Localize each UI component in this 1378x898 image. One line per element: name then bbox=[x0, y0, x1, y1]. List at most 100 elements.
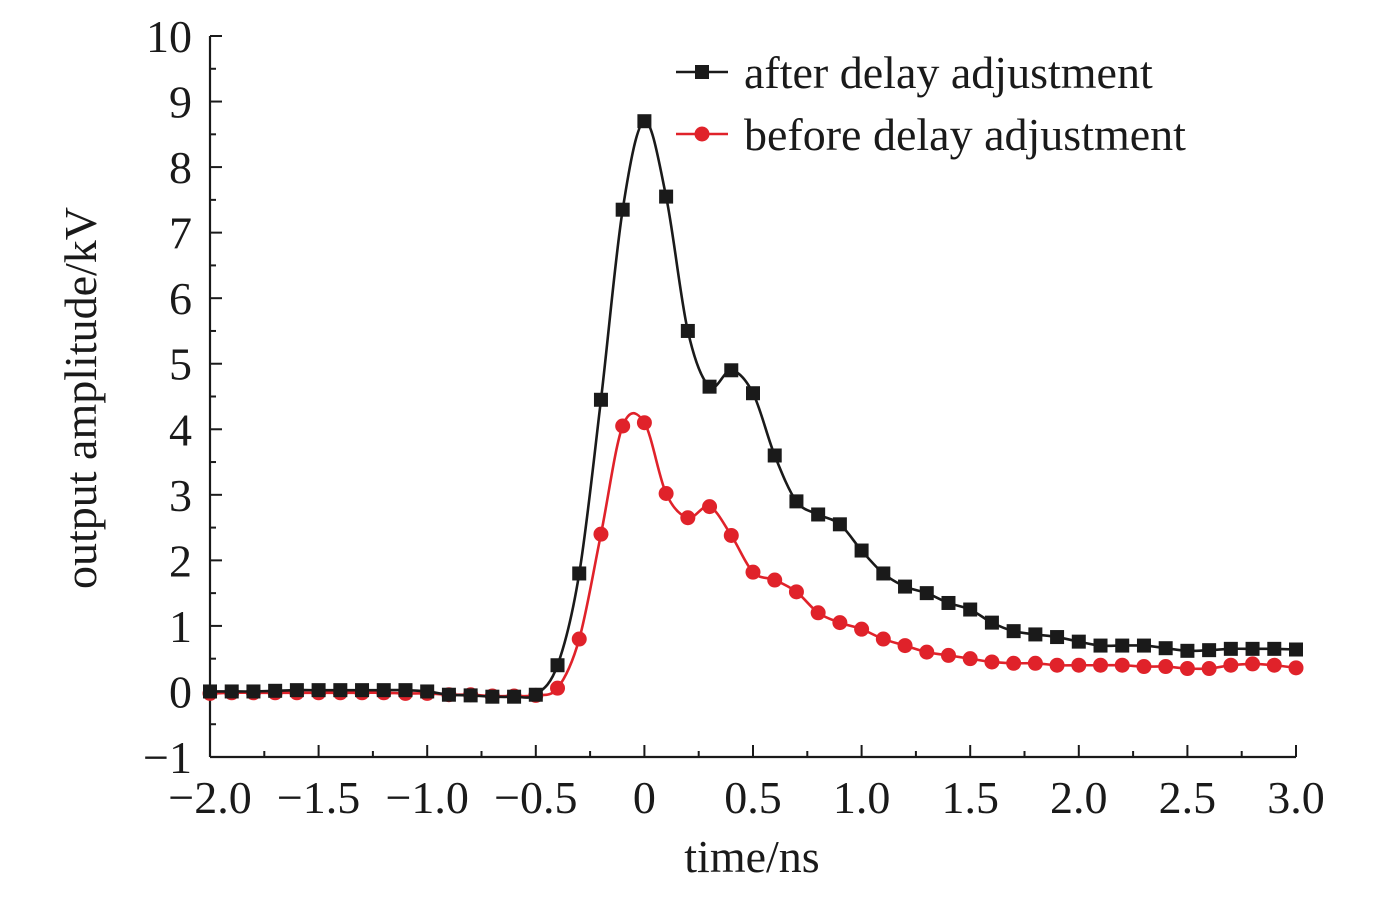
data-point bbox=[615, 202, 630, 217]
data-point bbox=[441, 687, 456, 702]
data-point bbox=[1245, 641, 1260, 656]
data-point bbox=[1136, 659, 1152, 675]
data-point bbox=[507, 689, 522, 704]
data-point bbox=[1223, 657, 1239, 673]
series-line bbox=[209, 411, 1297, 698]
data-point bbox=[246, 684, 261, 699]
data-point bbox=[1093, 657, 1109, 673]
data-point bbox=[311, 683, 326, 698]
x-tick-label: −1.5 bbox=[277, 772, 360, 823]
y-tick-label: 0 bbox=[169, 666, 192, 717]
data-point bbox=[550, 658, 565, 673]
data-point bbox=[941, 595, 956, 610]
x-tick-label: 2.0 bbox=[1050, 772, 1108, 823]
data-point bbox=[680, 510, 696, 526]
data-point bbox=[1114, 657, 1130, 673]
y-tick-label: 9 bbox=[169, 77, 192, 128]
data-point bbox=[1028, 627, 1043, 642]
y-tick-label: 10 bbox=[146, 11, 192, 62]
x-axis-title: time/ns bbox=[684, 831, 819, 882]
data-point bbox=[702, 379, 717, 394]
data-point bbox=[550, 680, 566, 696]
data-point bbox=[1289, 642, 1303, 657]
data-point bbox=[854, 621, 870, 637]
data-point bbox=[767, 572, 783, 588]
data-point bbox=[571, 631, 587, 647]
data-point bbox=[767, 448, 782, 463]
data-point bbox=[1223, 641, 1238, 656]
data-point bbox=[637, 114, 652, 129]
legend-label: after delay adjustment bbox=[744, 47, 1153, 98]
y-tick-label: 3 bbox=[169, 470, 192, 521]
x-tick-label: 1.0 bbox=[833, 772, 891, 823]
data-point bbox=[789, 494, 804, 509]
x-tick-label: −1.0 bbox=[385, 772, 468, 823]
data-point bbox=[832, 615, 848, 631]
data-point bbox=[919, 644, 935, 660]
data-point bbox=[984, 654, 1000, 670]
data-point bbox=[963, 602, 978, 617]
data-point bbox=[1180, 643, 1195, 658]
x-tick-label: −0.5 bbox=[494, 772, 577, 823]
data-point bbox=[875, 631, 891, 647]
data-point bbox=[1006, 655, 1022, 671]
data-point bbox=[940, 647, 956, 663]
x-tick-label: 3.0 bbox=[1267, 772, 1325, 823]
data-point bbox=[203, 684, 217, 699]
data-point bbox=[1136, 638, 1151, 653]
data-point bbox=[1288, 660, 1304, 676]
y-tick-label: 6 bbox=[169, 273, 192, 324]
series-after-delay-adjustment bbox=[203, 114, 1303, 704]
data-point bbox=[1115, 638, 1130, 653]
data-point bbox=[1179, 661, 1195, 677]
data-point bbox=[811, 507, 826, 522]
data-point bbox=[898, 579, 913, 594]
data-point bbox=[463, 688, 478, 703]
x-tick-label: 2.5 bbox=[1159, 772, 1217, 823]
data-point bbox=[485, 689, 500, 704]
data-point bbox=[919, 586, 934, 601]
data-point bbox=[1158, 641, 1173, 656]
data-point bbox=[724, 363, 739, 378]
data-point bbox=[333, 683, 348, 698]
series-line bbox=[210, 119, 1297, 699]
data-point bbox=[1093, 638, 1108, 653]
y-tick-label: −1 bbox=[143, 732, 192, 783]
data-point bbox=[1266, 657, 1282, 673]
data-point bbox=[1050, 630, 1065, 645]
data-point bbox=[1071, 657, 1087, 673]
data-point bbox=[1071, 634, 1086, 649]
legend: after delay adjustment before delay adjus… bbox=[676, 47, 1186, 160]
data-point bbox=[876, 566, 891, 581]
data-point bbox=[593, 526, 609, 542]
data-point bbox=[268, 683, 283, 698]
data-point bbox=[723, 527, 739, 543]
legend-entry: after delay adjustment bbox=[676, 47, 1153, 98]
y-tick-label: 2 bbox=[169, 535, 192, 586]
legend-marker bbox=[694, 126, 710, 142]
data-point bbox=[355, 683, 370, 698]
data-point bbox=[420, 684, 435, 699]
data-point bbox=[528, 687, 543, 702]
y-tick-label: 4 bbox=[169, 404, 192, 455]
series-group bbox=[202, 114, 1304, 704]
data-point bbox=[1006, 624, 1021, 639]
x-tick-label: 0 bbox=[633, 772, 656, 823]
data-point bbox=[1202, 643, 1217, 658]
data-point bbox=[398, 683, 413, 698]
y-axis-title: output amplitude/kV bbox=[55, 207, 106, 589]
data-point bbox=[593, 392, 608, 407]
data-point bbox=[224, 684, 239, 699]
data-point bbox=[1201, 661, 1217, 677]
data-point bbox=[788, 584, 804, 600]
legend-marker bbox=[695, 65, 709, 79]
data-point bbox=[572, 566, 587, 581]
data-point bbox=[745, 564, 761, 580]
x-tick-label: −2.0 bbox=[168, 772, 251, 823]
data-point bbox=[636, 415, 652, 431]
data-point bbox=[746, 386, 760, 401]
y-tick-label: 1 bbox=[169, 601, 192, 652]
legend-entry: before delay adjustment bbox=[676, 109, 1186, 160]
data-point bbox=[680, 323, 695, 338]
